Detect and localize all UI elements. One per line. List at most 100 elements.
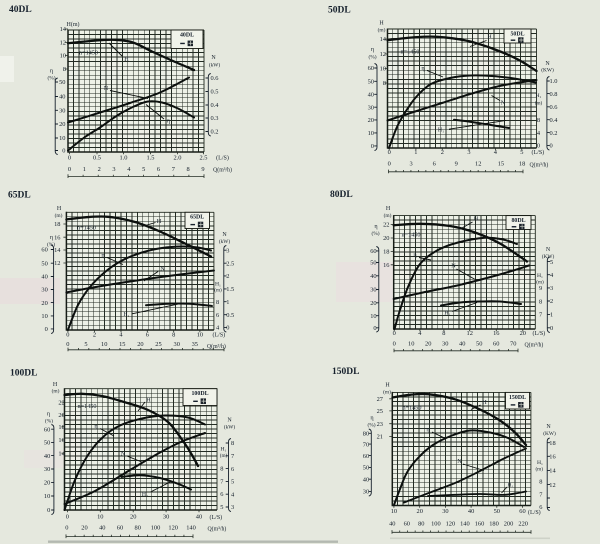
svg-text:2.5: 2.5 bbox=[226, 260, 234, 267]
svg-text:20: 20 bbox=[130, 514, 136, 521]
svg-text:5: 5 bbox=[231, 479, 234, 486]
svg-text:9: 9 bbox=[455, 160, 458, 167]
svg-text:20: 20 bbox=[41, 300, 47, 307]
svg-text:40: 40 bbox=[468, 508, 474, 515]
svg-text:60: 60 bbox=[519, 508, 525, 515]
svg-text:2.5: 2.5 bbox=[200, 155, 208, 162]
svg-text:η: η bbox=[47, 411, 50, 418]
svg-text:(m): (m) bbox=[52, 388, 60, 395]
svg-text:0.4: 0.4 bbox=[211, 102, 220, 109]
svg-text:H: H bbox=[385, 383, 390, 389]
svg-text:6: 6 bbox=[433, 160, 436, 167]
svg-text:H(m): H(m) bbox=[67, 21, 80, 28]
svg-text:η: η bbox=[374, 223, 377, 230]
svg-text:η: η bbox=[413, 252, 416, 259]
svg-text:H₁: H₁ bbox=[537, 273, 543, 279]
svg-text:180: 180 bbox=[489, 521, 499, 528]
svg-text:3: 3 bbox=[226, 247, 229, 254]
svg-text:(kW): (kW) bbox=[224, 424, 236, 431]
svg-text:160: 160 bbox=[475, 521, 485, 528]
svg-text:0: 0 bbox=[68, 155, 71, 162]
svg-text:(m): (m) bbox=[535, 466, 543, 473]
svg-text:50: 50 bbox=[41, 260, 47, 267]
svg-text:10: 10 bbox=[60, 53, 66, 60]
svg-text:N: N bbox=[501, 100, 506, 107]
svg-text:n=1450: n=1450 bbox=[78, 403, 97, 410]
svg-text:(%): (%) bbox=[47, 75, 55, 82]
svg-text:7: 7 bbox=[220, 478, 224, 485]
svg-text:3: 3 bbox=[112, 166, 115, 173]
svg-text:12: 12 bbox=[467, 330, 473, 337]
svg-text:H₁: H₁ bbox=[507, 483, 513, 489]
svg-text:20: 20 bbox=[59, 121, 65, 128]
svg-text:12: 12 bbox=[380, 51, 386, 58]
svg-text:H₁: H₁ bbox=[536, 93, 542, 99]
svg-text:12: 12 bbox=[475, 160, 481, 167]
svg-text:8: 8 bbox=[220, 466, 223, 473]
svg-text:0.6: 0.6 bbox=[550, 104, 558, 111]
svg-text:H: H bbox=[157, 218, 162, 225]
svg-text:16: 16 bbox=[58, 437, 64, 444]
svg-text:N: N bbox=[104, 85, 109, 92]
svg-text:H: H bbox=[487, 34, 492, 41]
svg-text:220: 220 bbox=[518, 521, 528, 528]
svg-text:1.0: 1.0 bbox=[120, 155, 128, 162]
svg-text:4: 4 bbox=[418, 330, 422, 337]
svg-text:8: 8 bbox=[186, 166, 189, 173]
svg-text:80: 80 bbox=[363, 431, 369, 438]
svg-text:0: 0 bbox=[65, 525, 68, 532]
svg-text:0: 0 bbox=[393, 341, 396, 348]
svg-text:120: 120 bbox=[168, 525, 178, 532]
svg-text:1.5: 1.5 bbox=[147, 155, 155, 162]
svg-text:6: 6 bbox=[146, 332, 149, 339]
svg-text:H: H bbox=[53, 382, 58, 388]
svg-text:η: η bbox=[421, 65, 424, 72]
svg-text:25: 25 bbox=[377, 408, 383, 415]
svg-text:N: N bbox=[457, 458, 462, 465]
svg-text:14: 14 bbox=[380, 36, 387, 43]
svg-text:7: 7 bbox=[231, 453, 235, 460]
svg-text:N: N bbox=[451, 263, 456, 270]
svg-text:(L/S): (L/S) bbox=[210, 514, 223, 521]
svg-text:16: 16 bbox=[549, 454, 555, 461]
svg-text:H: H bbox=[146, 397, 151, 404]
svg-text:50: 50 bbox=[476, 341, 482, 348]
svg-text:1.5: 1.5 bbox=[226, 286, 234, 293]
svg-text:18: 18 bbox=[549, 440, 555, 447]
svg-text:N: N bbox=[160, 266, 165, 273]
svg-text:0: 0 bbox=[62, 148, 65, 155]
svg-text:20: 20 bbox=[137, 341, 143, 348]
svg-text:6: 6 bbox=[220, 491, 223, 498]
svg-text:2: 2 bbox=[93, 332, 96, 339]
svg-text:(m): (m) bbox=[536, 279, 544, 286]
svg-text:16: 16 bbox=[54, 234, 60, 241]
svg-text:10: 10 bbox=[59, 135, 65, 142]
svg-text:16: 16 bbox=[493, 330, 499, 337]
svg-text:14: 14 bbox=[58, 450, 65, 457]
svg-text:60: 60 bbox=[44, 426, 50, 433]
svg-text:0: 0 bbox=[226, 325, 229, 332]
svg-text:6: 6 bbox=[539, 504, 542, 511]
svg-text:0: 0 bbox=[45, 326, 48, 333]
svg-text:30: 30 bbox=[41, 287, 47, 294]
svg-text:5: 5 bbox=[220, 504, 223, 511]
svg-text:2: 2 bbox=[550, 298, 553, 305]
svg-text:0: 0 bbox=[68, 166, 71, 173]
svg-text:4: 4 bbox=[537, 130, 541, 137]
svg-text:9: 9 bbox=[539, 285, 542, 292]
svg-text:20: 20 bbox=[417, 508, 423, 515]
svg-text:2: 2 bbox=[441, 149, 444, 156]
svg-text:60: 60 bbox=[368, 65, 374, 72]
svg-text:200: 200 bbox=[504, 521, 514, 528]
svg-text:10: 10 bbox=[391, 508, 397, 515]
svg-text:4: 4 bbox=[127, 166, 131, 173]
svg-text:40: 40 bbox=[459, 341, 465, 348]
svg-text:η: η bbox=[426, 427, 429, 434]
svg-text:η: η bbox=[167, 118, 170, 125]
svg-text:50: 50 bbox=[44, 440, 50, 447]
svg-text:10: 10 bbox=[197, 332, 203, 339]
svg-text:0.2: 0.2 bbox=[211, 129, 219, 136]
svg-text:0: 0 bbox=[388, 160, 391, 167]
svg-text:65DL: 65DL bbox=[190, 215, 204, 221]
svg-text:10: 10 bbox=[368, 130, 374, 137]
